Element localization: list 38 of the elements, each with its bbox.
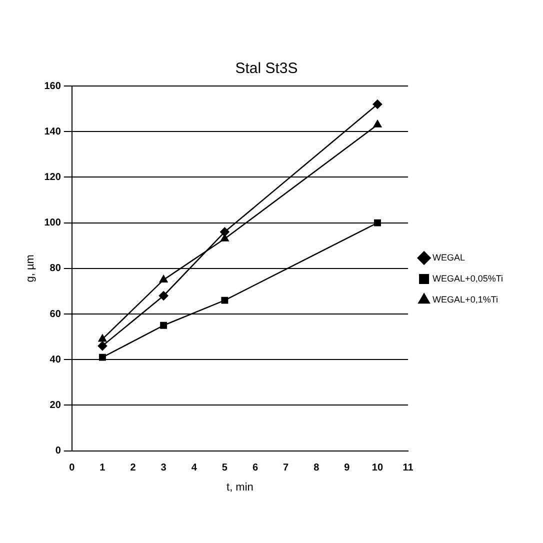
point <box>98 354 106 361</box>
legend-label: WEGAL <box>432 252 466 262</box>
x-tick-label: 0 <box>69 462 76 474</box>
x-tick-label: 7 <box>283 462 290 474</box>
y-tick-label: 20 <box>50 400 62 411</box>
y-tick-label: 40 <box>50 354 62 366</box>
x-tick-label: 5 <box>222 462 228 474</box>
y-tick-label: 140 <box>44 126 62 138</box>
y-tick-label: 80 <box>50 263 62 274</box>
y-tick-label: 120 <box>44 172 62 183</box>
x-tick-label: 1 <box>100 462 106 474</box>
point <box>372 100 382 109</box>
x-tick-label: 8 <box>314 462 320 474</box>
y-tick-label: 0 <box>55 446 62 457</box>
x-tick-label: 6 <box>252 462 258 474</box>
point <box>98 341 108 351</box>
legend-label: WEGAL+0,1%Ti <box>432 294 498 304</box>
y-tick-label: 60 <box>50 308 62 320</box>
point <box>373 120 382 128</box>
x-tick-label: 2 <box>130 462 136 474</box>
x-tick-label: 4 <box>191 462 198 474</box>
point <box>98 334 107 342</box>
chart-title: Stal St3S <box>235 60 298 78</box>
point <box>159 275 168 282</box>
point <box>221 296 228 304</box>
point <box>220 227 230 237</box>
legend-label: WEGAL+0,05%Ti <box>432 273 504 284</box>
point <box>374 219 381 226</box>
y-tick-label: 100 <box>44 218 62 229</box>
x-axis-title: t, min <box>226 481 254 494</box>
point <box>158 291 168 300</box>
x-tick-label: 9 <box>344 462 350 474</box>
x-tick-label: 11 <box>402 462 414 474</box>
x-tick-label: 10 <box>372 462 384 474</box>
y-tick-label: 160 <box>44 80 62 92</box>
y-axis-title: g, µm <box>24 254 37 282</box>
x-tick-label: 3 <box>160 462 167 474</box>
point <box>160 322 168 329</box>
